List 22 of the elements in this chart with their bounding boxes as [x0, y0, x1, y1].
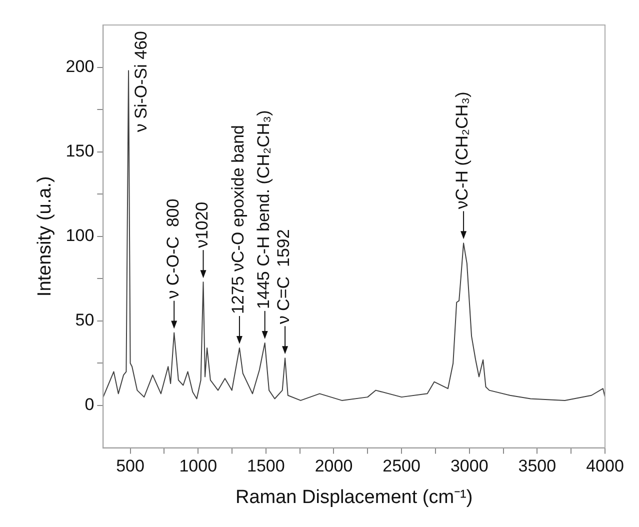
annotation: ν C-O-C 800	[163, 198, 182, 299]
x-tick-label: 3500	[518, 456, 556, 476]
x-tick-label: 2000	[314, 456, 353, 476]
x-tick-label: 500	[116, 456, 144, 476]
annotation: ν C=C 1592	[274, 229, 294, 324]
y-tick-label: 50	[75, 310, 94, 330]
x-tick-label: 1500	[247, 456, 285, 476]
x-tick-label: 4000	[586, 456, 624, 476]
annotation: νC-H (CH₂CH₃)	[452, 92, 472, 210]
x-tick-label: 3000	[450, 456, 488, 476]
annotation: 1445 C-H bend. (CH₂CH₃)	[254, 110, 274, 309]
annotation: ν1020	[192, 202, 212, 248]
y-axis-title: Intensity (u.a.)	[34, 176, 56, 297]
x-axis-title: Raman Displacement (cm⁻¹)	[235, 486, 473, 508]
x-tick-label: 2500	[382, 456, 420, 476]
y-tick-label: 200	[66, 56, 94, 76]
annotation: ν Si-O-Si 460	[132, 30, 151, 132]
y-tick-label: 100	[66, 226, 94, 246]
y-tick-label: 150	[66, 142, 94, 161]
annotation: 1275 νC-O epoxide band	[228, 124, 248, 314]
x-tick-label: 1000	[179, 456, 218, 476]
y-tick-label: 0	[84, 395, 94, 414]
